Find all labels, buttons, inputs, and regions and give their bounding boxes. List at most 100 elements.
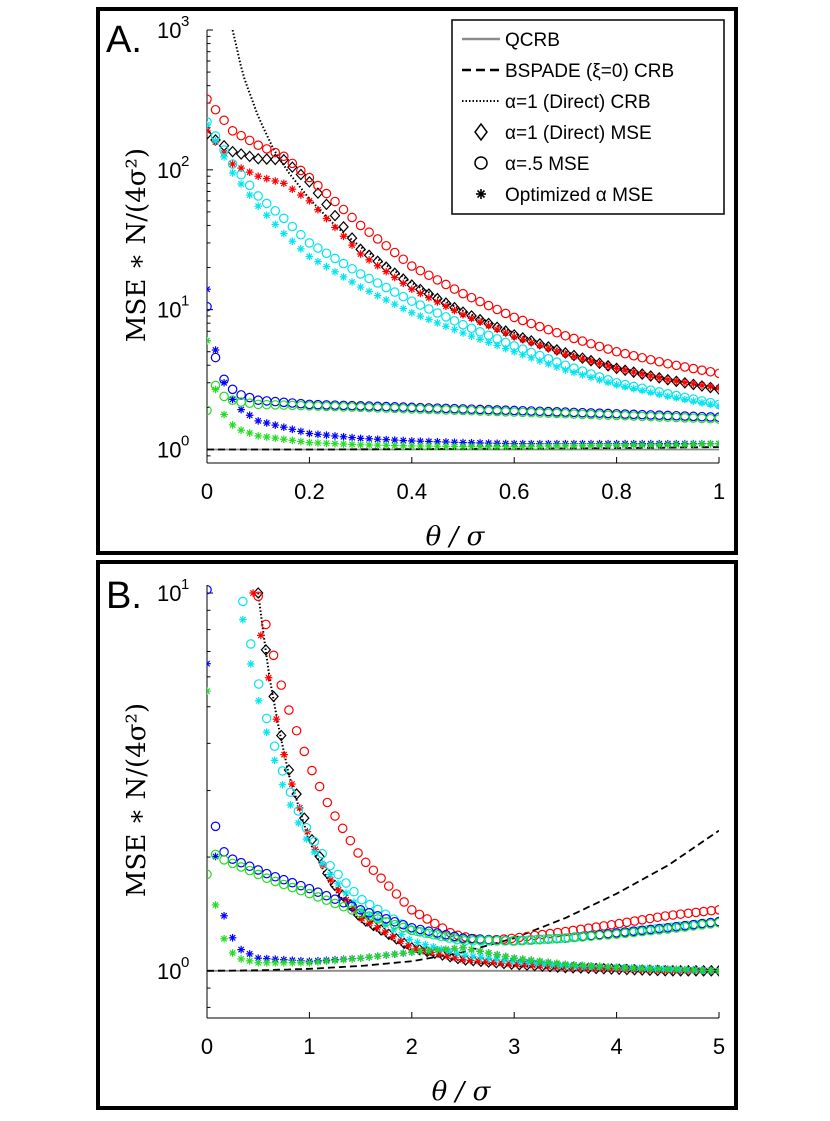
data-point xyxy=(389,247,400,258)
data-point xyxy=(510,442,518,451)
data-point xyxy=(399,279,408,288)
data-point xyxy=(679,377,691,389)
data-point xyxy=(510,332,518,341)
data-point xyxy=(595,359,604,368)
panel-b-ylabel: MSE ∗ N/(4σ²) xyxy=(122,703,152,897)
data-point xyxy=(338,258,349,269)
data-point xyxy=(527,956,536,965)
data-point xyxy=(302,835,311,843)
data-point xyxy=(483,300,494,311)
data-point xyxy=(220,934,228,943)
data-point xyxy=(612,963,621,972)
data-point xyxy=(210,104,221,115)
data-point xyxy=(425,293,433,302)
data-point xyxy=(277,766,288,776)
data-point xyxy=(381,240,391,251)
data-point xyxy=(398,922,409,933)
data-point xyxy=(614,918,624,929)
x-tick-label: 1 xyxy=(713,479,725,504)
data-point xyxy=(287,221,298,232)
x-tick-label: 4 xyxy=(610,1034,622,1059)
data-point xyxy=(296,229,306,240)
data-point xyxy=(365,435,373,443)
data-point xyxy=(425,946,433,955)
data-point xyxy=(268,650,279,661)
data-point xyxy=(312,187,324,200)
data-point xyxy=(304,888,315,899)
data-point xyxy=(619,364,631,377)
data-point xyxy=(271,434,280,442)
data-point xyxy=(339,440,348,448)
data-point xyxy=(621,964,629,972)
data-point xyxy=(668,910,678,920)
data-point xyxy=(321,198,332,211)
data-point xyxy=(430,918,440,929)
series-green-5-mse xyxy=(207,849,719,946)
data-point xyxy=(469,952,477,961)
data-point xyxy=(262,728,271,737)
data-point xyxy=(606,919,617,930)
data-point xyxy=(484,338,493,347)
series-green-optimized-mse xyxy=(207,336,719,451)
data-point xyxy=(698,381,706,390)
data-point xyxy=(629,384,638,393)
data-point xyxy=(628,350,639,361)
legend-qcrb: QCRB xyxy=(505,30,560,51)
data-point xyxy=(272,715,281,723)
data-point xyxy=(280,750,288,759)
data-point xyxy=(594,357,605,370)
data-point xyxy=(578,355,587,363)
x-tick-label: 2 xyxy=(406,1034,418,1059)
data-point xyxy=(314,439,322,447)
data-point xyxy=(510,347,518,356)
data-point xyxy=(211,346,220,354)
data-point xyxy=(664,375,672,384)
data-point xyxy=(365,287,373,296)
data-point xyxy=(249,589,257,597)
data-point xyxy=(467,442,476,451)
data-point xyxy=(253,869,264,880)
data-point xyxy=(475,296,485,307)
data-point xyxy=(442,442,450,451)
data-point xyxy=(245,411,254,420)
y-tick-exponent: 1 xyxy=(181,576,189,593)
data-point xyxy=(373,441,382,449)
data-point xyxy=(295,804,304,812)
data-point xyxy=(389,919,400,930)
data-point xyxy=(466,292,477,303)
data-point xyxy=(675,909,686,919)
data-point xyxy=(578,441,587,450)
data-point xyxy=(432,275,443,285)
data-point xyxy=(238,596,248,607)
data-point xyxy=(611,362,622,375)
data-point xyxy=(662,373,674,386)
data-point xyxy=(476,442,484,451)
data-point xyxy=(271,958,280,967)
data-point xyxy=(476,947,484,956)
data-point xyxy=(285,787,296,798)
data-point xyxy=(347,263,357,274)
data-point xyxy=(612,380,621,389)
data-point xyxy=(655,374,664,382)
data-point xyxy=(433,442,442,450)
data-point xyxy=(236,130,246,141)
data-point xyxy=(587,441,595,450)
data-point xyxy=(602,359,614,372)
data-point xyxy=(406,296,417,306)
data-point xyxy=(424,270,434,281)
data-point xyxy=(415,265,426,276)
data-point xyxy=(527,354,536,362)
data-point xyxy=(698,906,709,917)
data-point xyxy=(270,147,281,158)
data-point xyxy=(261,144,272,154)
data-point xyxy=(227,126,238,136)
data-point xyxy=(288,237,297,246)
data-point xyxy=(645,370,657,382)
data-point xyxy=(638,964,646,973)
data-point xyxy=(211,137,220,145)
data-point xyxy=(309,836,320,847)
data-point xyxy=(655,965,664,973)
data-point xyxy=(372,234,383,244)
data-point xyxy=(714,414,719,424)
